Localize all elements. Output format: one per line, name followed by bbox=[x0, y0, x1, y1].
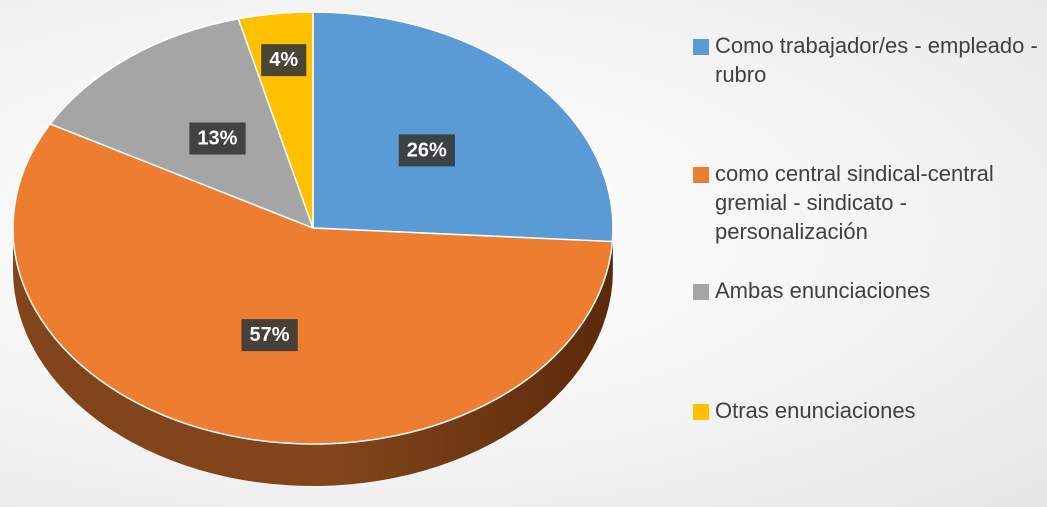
slice-side bbox=[13, 228, 613, 486]
legend-label: Otras enunciaciones bbox=[715, 398, 916, 423]
legend-swatch bbox=[693, 167, 709, 183]
legend-label: Como trabajador/es - empleado - rubro bbox=[715, 33, 1038, 87]
data-label: 57% bbox=[249, 324, 289, 346]
data-label-box bbox=[398, 134, 455, 167]
chart: 26% 57% 13% 4% bbox=[12, 11, 614, 486]
data-label-box bbox=[189, 122, 246, 155]
legend-label: Ambas enunciaciones bbox=[715, 278, 931, 303]
legend-swatch bbox=[693, 404, 709, 420]
legend-item: como central sindical-central gremial - … bbox=[693, 159, 1043, 246]
data-label-box bbox=[241, 319, 298, 352]
legend-label: como central sindical-central gremial - … bbox=[715, 161, 994, 244]
slice bbox=[12, 123, 614, 445]
data-label-box bbox=[261, 44, 307, 77]
legend-item: Como trabajador/es - empleado - rubro bbox=[693, 31, 1043, 89]
legend-swatch bbox=[693, 39, 709, 55]
legend-item: Otras enunciaciones bbox=[693, 396, 1043, 425]
data-label: 26% bbox=[407, 139, 447, 161]
legend-swatch bbox=[693, 284, 709, 300]
legend-item: Ambas enunciaciones bbox=[693, 276, 1043, 305]
data-label: 13% bbox=[197, 128, 237, 150]
slice bbox=[48, 17, 315, 230]
data-label: 4% bbox=[269, 49, 298, 71]
slice bbox=[312, 11, 614, 243]
